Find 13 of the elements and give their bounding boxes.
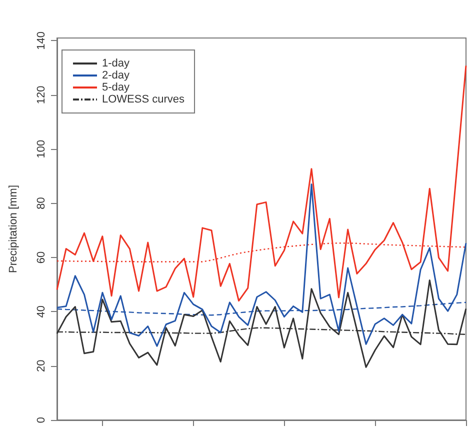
y-tick-label: 120 (36, 86, 48, 104)
legend-label: 1-day (102, 58, 130, 70)
y-tick-label: 60 (36, 251, 48, 264)
y-tick-label: 140 (36, 32, 48, 50)
y-tick-label: 0 (36, 416, 48, 424)
legend-label: 2-day (102, 70, 130, 82)
y-tick-label: 100 (36, 140, 48, 158)
y-tick-label: 80 (36, 197, 48, 210)
y-tick-label: 20 (36, 360, 48, 372)
legend-label: 5-day (102, 82, 130, 94)
legend-label: LOWESS curves (102, 94, 186, 106)
y-tick-label: 40 (36, 306, 48, 318)
y-axis-title: Precipitation [mm] (8, 184, 20, 274)
